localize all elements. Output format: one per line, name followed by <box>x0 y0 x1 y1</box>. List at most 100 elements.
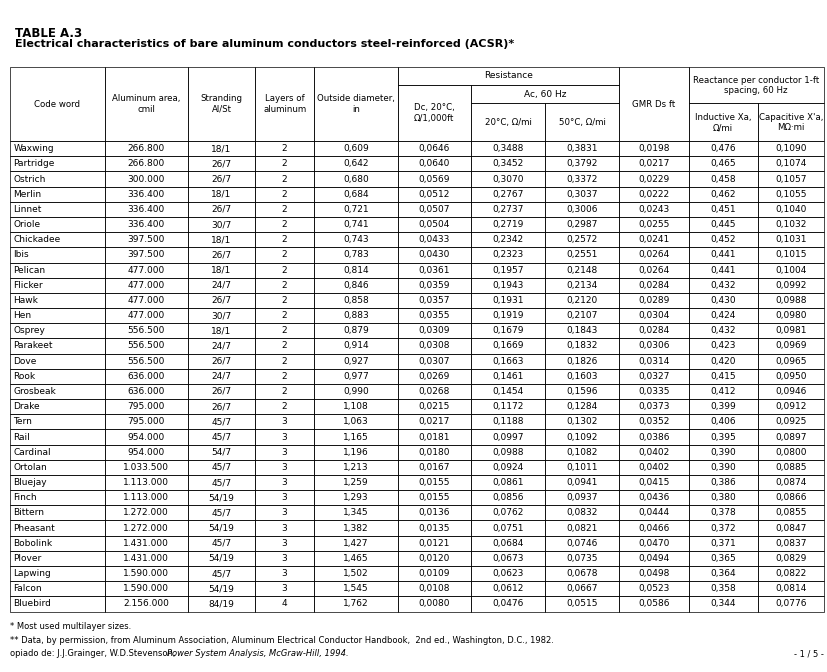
Text: 0,0289: 0,0289 <box>638 296 669 305</box>
Text: 477.000: 477.000 <box>127 281 165 290</box>
Text: 2: 2 <box>281 311 287 320</box>
Text: 0,743: 0,743 <box>342 235 368 244</box>
Text: 2: 2 <box>281 175 287 183</box>
Text: 20°C, Ω/mi: 20°C, Ω/mi <box>484 118 531 127</box>
Text: 0,0335: 0,0335 <box>638 387 669 396</box>
Text: 2: 2 <box>281 235 287 244</box>
Text: 1.590.000: 1.590.000 <box>123 584 169 593</box>
Text: 1,063: 1,063 <box>342 417 368 426</box>
Text: 0,1090: 0,1090 <box>774 144 805 153</box>
Text: 1.431.000: 1.431.000 <box>123 539 169 548</box>
Text: 1.590.000: 1.590.000 <box>123 569 169 578</box>
Text: 0,977: 0,977 <box>342 372 368 381</box>
Text: 0,0946: 0,0946 <box>774 387 805 396</box>
Text: 3: 3 <box>281 584 287 593</box>
Text: 2.156.000: 2.156.000 <box>123 599 169 608</box>
Text: 18/1: 18/1 <box>211 144 232 153</box>
Text: 0,1031: 0,1031 <box>774 235 805 244</box>
Text: 2: 2 <box>281 159 287 169</box>
Text: 0,406: 0,406 <box>710 417 735 426</box>
Text: 0,1074: 0,1074 <box>774 159 805 169</box>
Text: 0,1032: 0,1032 <box>774 220 805 229</box>
Text: 26/7: 26/7 <box>211 205 232 214</box>
Text: 1.033.500: 1.033.500 <box>123 463 169 472</box>
Text: 0,380: 0,380 <box>710 493 735 502</box>
Text: 0,390: 0,390 <box>710 463 735 472</box>
Text: TABLE A.3: TABLE A.3 <box>15 27 82 40</box>
Text: 0,0646: 0,0646 <box>418 144 449 153</box>
Text: 84/19: 84/19 <box>208 599 234 608</box>
Text: 0,0523: 0,0523 <box>638 584 669 593</box>
Text: 2: 2 <box>281 387 287 396</box>
Text: 0,465: 0,465 <box>710 159 735 169</box>
Text: 0,1188: 0,1188 <box>491 417 523 426</box>
Text: 0,858: 0,858 <box>342 296 368 305</box>
Text: 0,0269: 0,0269 <box>418 372 449 381</box>
Text: 0,1082: 0,1082 <box>566 448 597 457</box>
Text: 0,0735: 0,0735 <box>566 554 597 563</box>
Text: 0,0268: 0,0268 <box>418 387 449 396</box>
Text: Ac, 60 Hz: Ac, 60 Hz <box>523 89 566 99</box>
Text: 0,0167: 0,0167 <box>418 463 449 472</box>
Text: 0,0466: 0,0466 <box>638 523 669 533</box>
Text: 0,741: 0,741 <box>342 220 368 229</box>
Text: 0,423: 0,423 <box>710 341 735 351</box>
Text: 0,1040: 0,1040 <box>774 205 805 214</box>
Text: Merlin: Merlin <box>13 190 41 199</box>
Text: 0,0229: 0,0229 <box>638 175 669 183</box>
Text: 0,2719: 0,2719 <box>492 220 523 229</box>
Text: 0,1826: 0,1826 <box>566 357 597 366</box>
Text: Grosbeak: Grosbeak <box>13 387 56 396</box>
Text: 2: 2 <box>281 205 287 214</box>
Text: 0,0373: 0,0373 <box>638 402 669 411</box>
Text: 0,1663: 0,1663 <box>491 357 523 366</box>
Text: 0,3792: 0,3792 <box>566 159 597 169</box>
Text: Flicker: Flicker <box>13 281 43 290</box>
Text: Stranding
Al/St: Stranding Al/St <box>200 95 242 114</box>
Text: 1,545: 1,545 <box>342 584 368 593</box>
Text: 0,3488: 0,3488 <box>492 144 523 153</box>
Text: 45/7: 45/7 <box>211 433 232 442</box>
Text: 0,0569: 0,0569 <box>418 175 449 183</box>
Text: 0,0856: 0,0856 <box>491 493 523 502</box>
Text: 300.000: 300.000 <box>127 175 165 183</box>
Text: 0,914: 0,914 <box>342 341 368 351</box>
Text: 1.113.000: 1.113.000 <box>123 493 169 502</box>
Text: 4: 4 <box>281 599 287 608</box>
Text: Osprey: Osprey <box>13 327 45 335</box>
Text: 1,165: 1,165 <box>342 433 368 442</box>
Text: Plover: Plover <box>13 554 41 563</box>
Text: 0,0640: 0,0640 <box>418 159 449 169</box>
Text: 0,2572: 0,2572 <box>566 235 597 244</box>
Text: 0,2987: 0,2987 <box>566 220 597 229</box>
Text: 3: 3 <box>281 433 287 442</box>
Text: 0,1603: 0,1603 <box>566 372 597 381</box>
Text: 0,0612: 0,0612 <box>492 584 523 593</box>
Text: 26/7: 26/7 <box>211 159 232 169</box>
Text: 0,0308: 0,0308 <box>418 341 449 351</box>
Text: 54/19: 54/19 <box>208 493 234 502</box>
Text: 26/7: 26/7 <box>211 357 232 366</box>
Text: Outside diameter,
in: Outside diameter, in <box>317 95 394 114</box>
Text: 1.431.000: 1.431.000 <box>123 554 169 563</box>
Text: Rook: Rook <box>13 372 36 381</box>
Text: Pheasant: Pheasant <box>13 523 55 533</box>
Text: 2: 2 <box>281 327 287 335</box>
Text: 0,0980: 0,0980 <box>774 311 805 320</box>
Text: 0,0135: 0,0135 <box>418 523 449 533</box>
Text: 0,386: 0,386 <box>710 478 735 487</box>
Text: 0,0352: 0,0352 <box>638 417 669 426</box>
Text: 0,1596: 0,1596 <box>566 387 597 396</box>
Text: 0,0217: 0,0217 <box>418 417 449 426</box>
Text: 0,3372: 0,3372 <box>566 175 597 183</box>
Text: 0,0255: 0,0255 <box>638 220 669 229</box>
Text: 0,0470: 0,0470 <box>638 539 669 548</box>
Text: 0,432: 0,432 <box>710 281 735 290</box>
Text: 0,0512: 0,0512 <box>418 190 449 199</box>
Text: 0,372: 0,372 <box>710 523 735 533</box>
Text: 0,680: 0,680 <box>342 175 368 183</box>
Text: Bluejay: Bluejay <box>13 478 47 487</box>
Text: Oriole: Oriole <box>13 220 41 229</box>
Text: 0,721: 0,721 <box>342 205 368 214</box>
Text: 556.500: 556.500 <box>127 357 165 366</box>
